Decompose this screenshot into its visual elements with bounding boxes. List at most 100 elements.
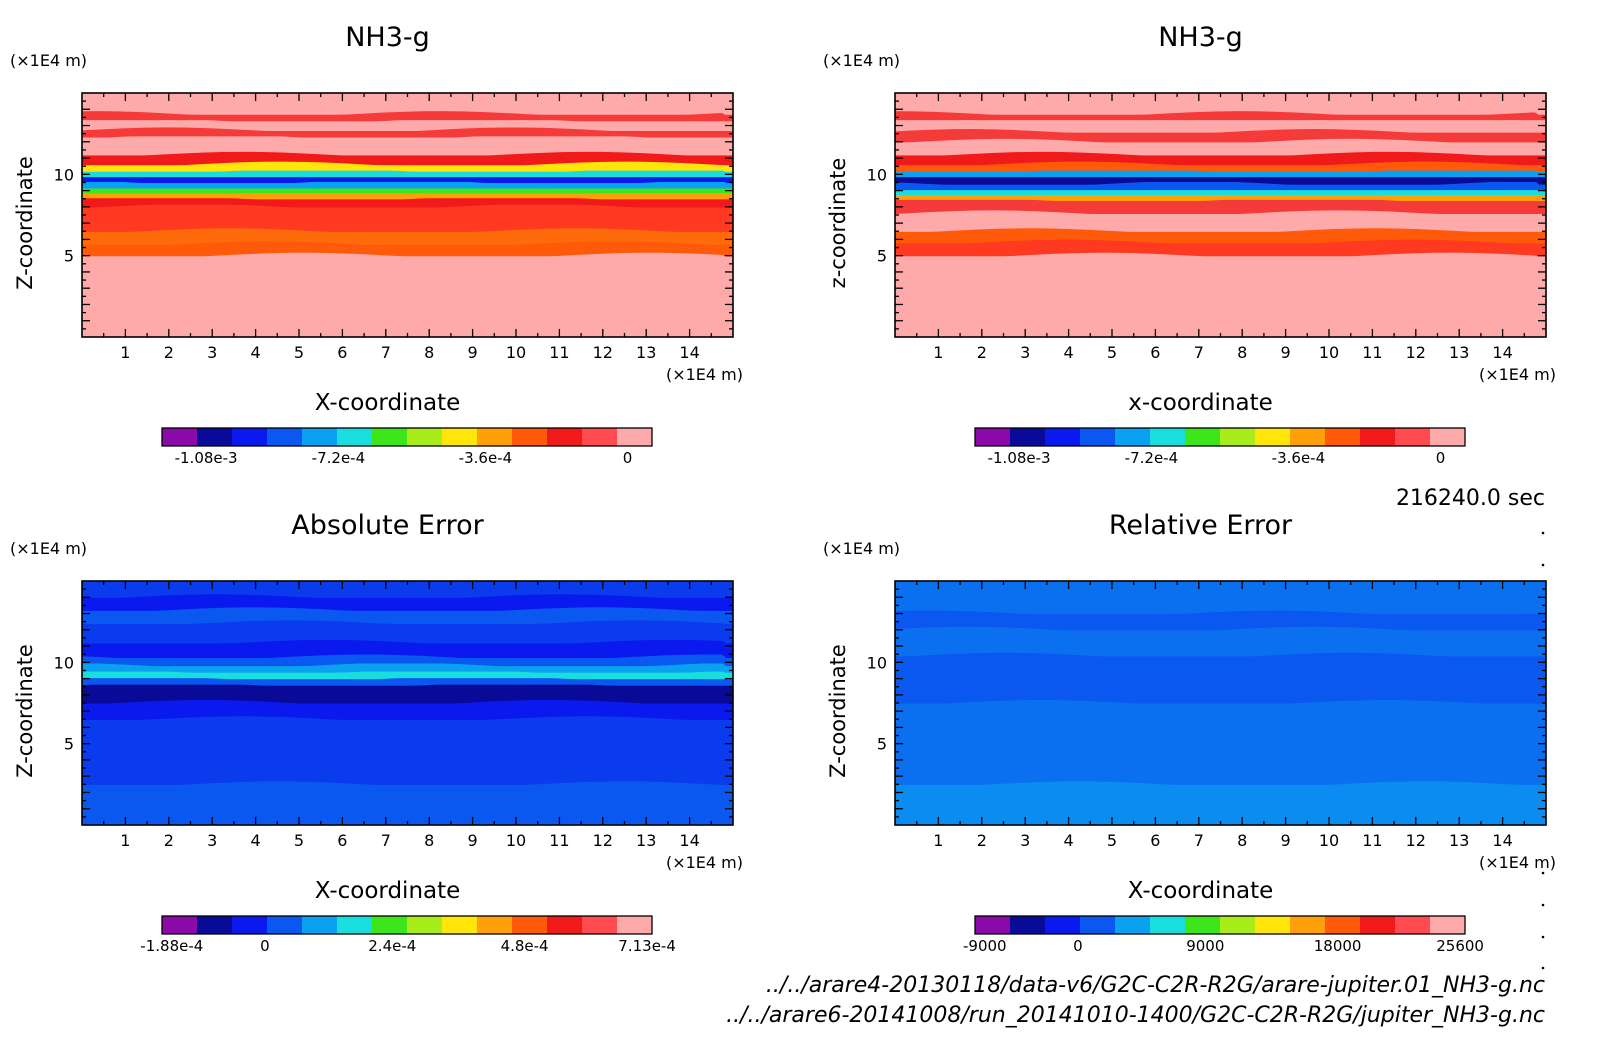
colorbar-swatch <box>337 916 373 934</box>
colorbar-swatch <box>547 916 583 934</box>
contour-edge <box>82 151 733 161</box>
file-path-2: ../../arare6-20141008/run_20141010-1400/… <box>726 1003 1545 1028</box>
x-tick-label: 13 <box>636 831 656 850</box>
contour-edge <box>895 161 1546 171</box>
contour-band <box>82 581 733 598</box>
contour-edge <box>82 781 733 791</box>
x-tick-label: 12 <box>1406 831 1426 850</box>
x-tick-label: 9 <box>1281 831 1291 850</box>
contour-band <box>82 93 733 115</box>
colorbar-swatch <box>1220 428 1256 446</box>
colorbar-swatch <box>442 428 478 446</box>
colorbar-swatch <box>1360 916 1396 934</box>
contour-edge <box>82 594 733 604</box>
x-tick-label: 12 <box>593 831 613 850</box>
x-tick-label: 9 <box>468 343 478 362</box>
colorbar-tick-label: 4.8e-4 <box>501 937 549 955</box>
contour-edge <box>82 117 733 127</box>
x-tick-label: 1 <box>120 343 130 362</box>
colorbar-swatch <box>302 916 338 934</box>
contour-edge <box>82 716 733 726</box>
colorbar-swatch <box>1010 916 1046 934</box>
colorbar-swatch <box>1290 428 1326 446</box>
contour-band <box>895 784 1546 825</box>
colorbar-tick-label: -3.6e-4 <box>1272 449 1325 467</box>
contour-edge <box>82 228 733 238</box>
colorbar-swatch <box>1150 428 1186 446</box>
colorbar-swatch <box>267 916 303 934</box>
x-tick-label: 13 <box>1449 343 1469 362</box>
x-tick-label: 6 <box>337 831 347 850</box>
colorbar-swatch <box>1220 916 1256 934</box>
axis-ticks <box>895 93 1546 337</box>
colorbar-swatch <box>512 428 548 446</box>
colorbar-tick-label: 0 <box>1073 937 1083 955</box>
colorbar-swatch <box>197 916 233 934</box>
x-unit-label: (×1E4 m) <box>666 365 743 384</box>
x-tick-label: 14 <box>679 831 699 850</box>
x-unit-label: (×1E4 m) <box>666 853 743 872</box>
x-tick-label: 4 <box>1064 831 1074 850</box>
x-tick-label: 4 <box>251 343 261 362</box>
colorbar: -1.08e-3 -7.2e-4 -3.6e-4 0 <box>974 427 1466 467</box>
colorbar-swatch <box>162 916 198 934</box>
colorbar-swatch <box>617 916 653 934</box>
file-path-1: ../../arare4-20130118/data-v6/G2C-C2R-R2… <box>766 973 1545 998</box>
y-axis-label: Z-coordinate <box>13 644 37 778</box>
x-tick-label: 5 <box>1107 831 1117 850</box>
chart-title: NH3-g <box>345 22 430 53</box>
x-axis-label: X-coordinate <box>315 390 461 416</box>
colorbar-tick-label: 9000 <box>1186 937 1224 955</box>
colorbar-swatch <box>477 916 513 934</box>
contour-field <box>895 581 1546 825</box>
colorbar-tick-label: -1.08e-3 <box>175 449 238 467</box>
contour-edge <box>82 203 733 213</box>
x-tick-label: 7 <box>381 343 391 362</box>
colorbar-swatch <box>1395 428 1431 446</box>
contour-edge <box>82 675 733 685</box>
colorbar-tick-label: 7.13e-4 <box>618 937 676 955</box>
y-unit-label: (×1E4 m) <box>823 51 900 70</box>
colorbar-tick-label: -3.6e-4 <box>459 449 512 467</box>
colorbar-tick-label: 0 <box>623 449 633 467</box>
x-tick-label: 4 <box>1064 343 1074 362</box>
colorbar-swatch <box>1115 916 1151 934</box>
x-tick-label: 1 <box>120 831 130 850</box>
x-axis-label: X-coordinate <box>1128 878 1274 904</box>
x-tick-label: 6 <box>1150 831 1160 850</box>
colorbar-swatch <box>232 428 268 446</box>
chart-title: NH3-g <box>1158 22 1243 53</box>
colorbar-swatch <box>1080 916 1116 934</box>
contour-edge <box>82 241 733 251</box>
y-tick-label: 10 <box>54 653 74 672</box>
colorbar-swatch <box>1395 916 1431 934</box>
y-axis-label: z-coordinate <box>826 158 850 289</box>
contour-edge <box>82 127 733 137</box>
contour-edge <box>895 190 1546 200</box>
contour-field <box>82 581 733 825</box>
y-axis-label: Z-coordinate <box>826 644 850 778</box>
contour-band <box>895 703 1546 785</box>
colorbar-frame <box>161 427 653 447</box>
contour-edge <box>895 116 1546 126</box>
contour-edge <box>82 607 733 617</box>
axis-ticks <box>895 581 1546 825</box>
x-tick-label: 9 <box>1281 343 1291 362</box>
contour-edge <box>82 179 733 189</box>
y-unit-label: (×1E4 m) <box>10 539 87 558</box>
colorbar-tick-label: -7.2e-4 <box>1125 449 1178 467</box>
colorbar-tick-label: 0 <box>1436 449 1446 467</box>
contour-band <box>895 581 1546 615</box>
contour-edge <box>895 129 1546 139</box>
colorbar-swatch <box>1360 428 1396 446</box>
colorbar-swatch <box>477 428 513 446</box>
contour-edge <box>895 138 1546 148</box>
colorbar-swatch <box>975 428 1011 446</box>
x-tick-label: 3 <box>207 831 217 850</box>
x-tick-label: 13 <box>1449 831 1469 850</box>
colorbar-swatch <box>582 916 618 934</box>
x-tick-label: 7 <box>1194 831 1204 850</box>
